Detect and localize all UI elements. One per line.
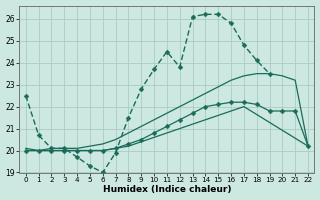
X-axis label: Humidex (Indice chaleur): Humidex (Indice chaleur) xyxy=(103,185,231,194)
